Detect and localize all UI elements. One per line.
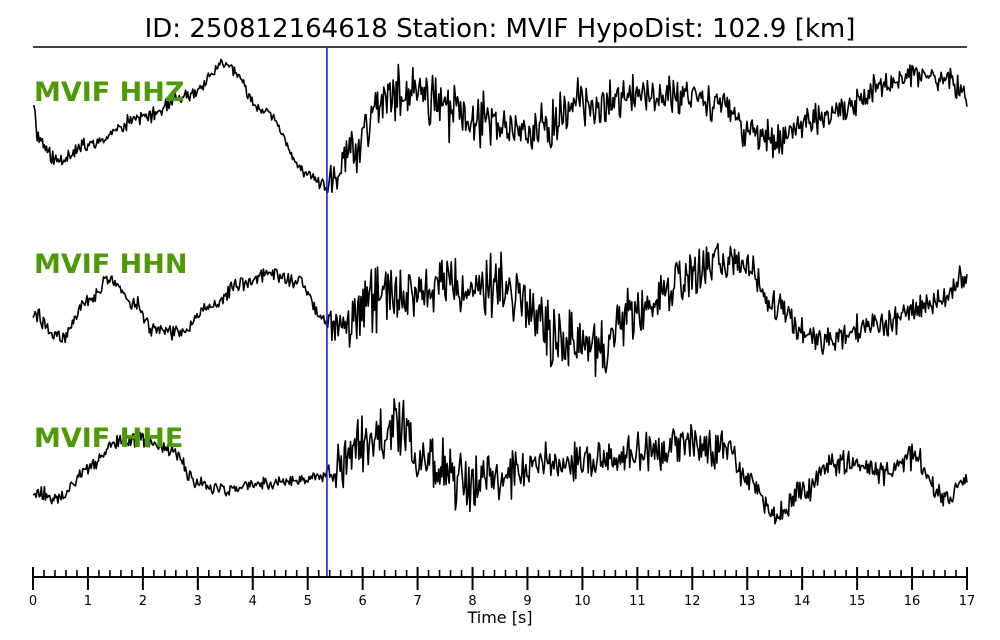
channel-label-2: MVIF HHN [34,249,187,280]
trace-line-2 [32,242,968,378]
x-tick-label: 6 [359,594,367,609]
x-tick-label: 15 [849,594,866,609]
x-tick-label: 8 [468,594,476,609]
x-tick-label: 2 [139,594,147,609]
time-axis: 0 1 2 3 4 5 6 7 8 9 10 11 12 13 14 15 16 17 [29,567,975,609]
x-tick-label: 14 [794,594,811,609]
trace-line-1 [32,58,968,194]
x-tick-label: 16 [904,594,921,609]
x-axis-label: Time [s] [466,608,532,627]
x-tick-label: 9 [523,594,531,609]
trace-group [32,58,968,525]
x-tick-label: 4 [249,594,257,609]
channel-label-3: MVIF HHE [34,423,183,454]
chart-title: ID: 250812164618 Station: MVIF HypoDist:… [145,14,856,44]
channel-label-group: MVIF HHZ MVIF HHN MVIF HHE [34,77,187,454]
x-tick-label: 12 [684,594,701,609]
x-tick-label: 0 [29,594,37,609]
x-tick-label: 17 [959,594,976,609]
x-tick-label: 3 [194,594,202,609]
x-tick-label: 10 [574,594,591,609]
trace-line-3 [32,398,968,525]
x-tick-label: 7 [413,594,421,609]
x-tick-label: 11 [629,594,646,609]
channel-label-1: MVIF HHZ [34,77,184,108]
x-tick-label: 1 [84,594,92,609]
x-tick-label: 5 [304,594,312,609]
x-tick-label: 13 [739,594,756,609]
